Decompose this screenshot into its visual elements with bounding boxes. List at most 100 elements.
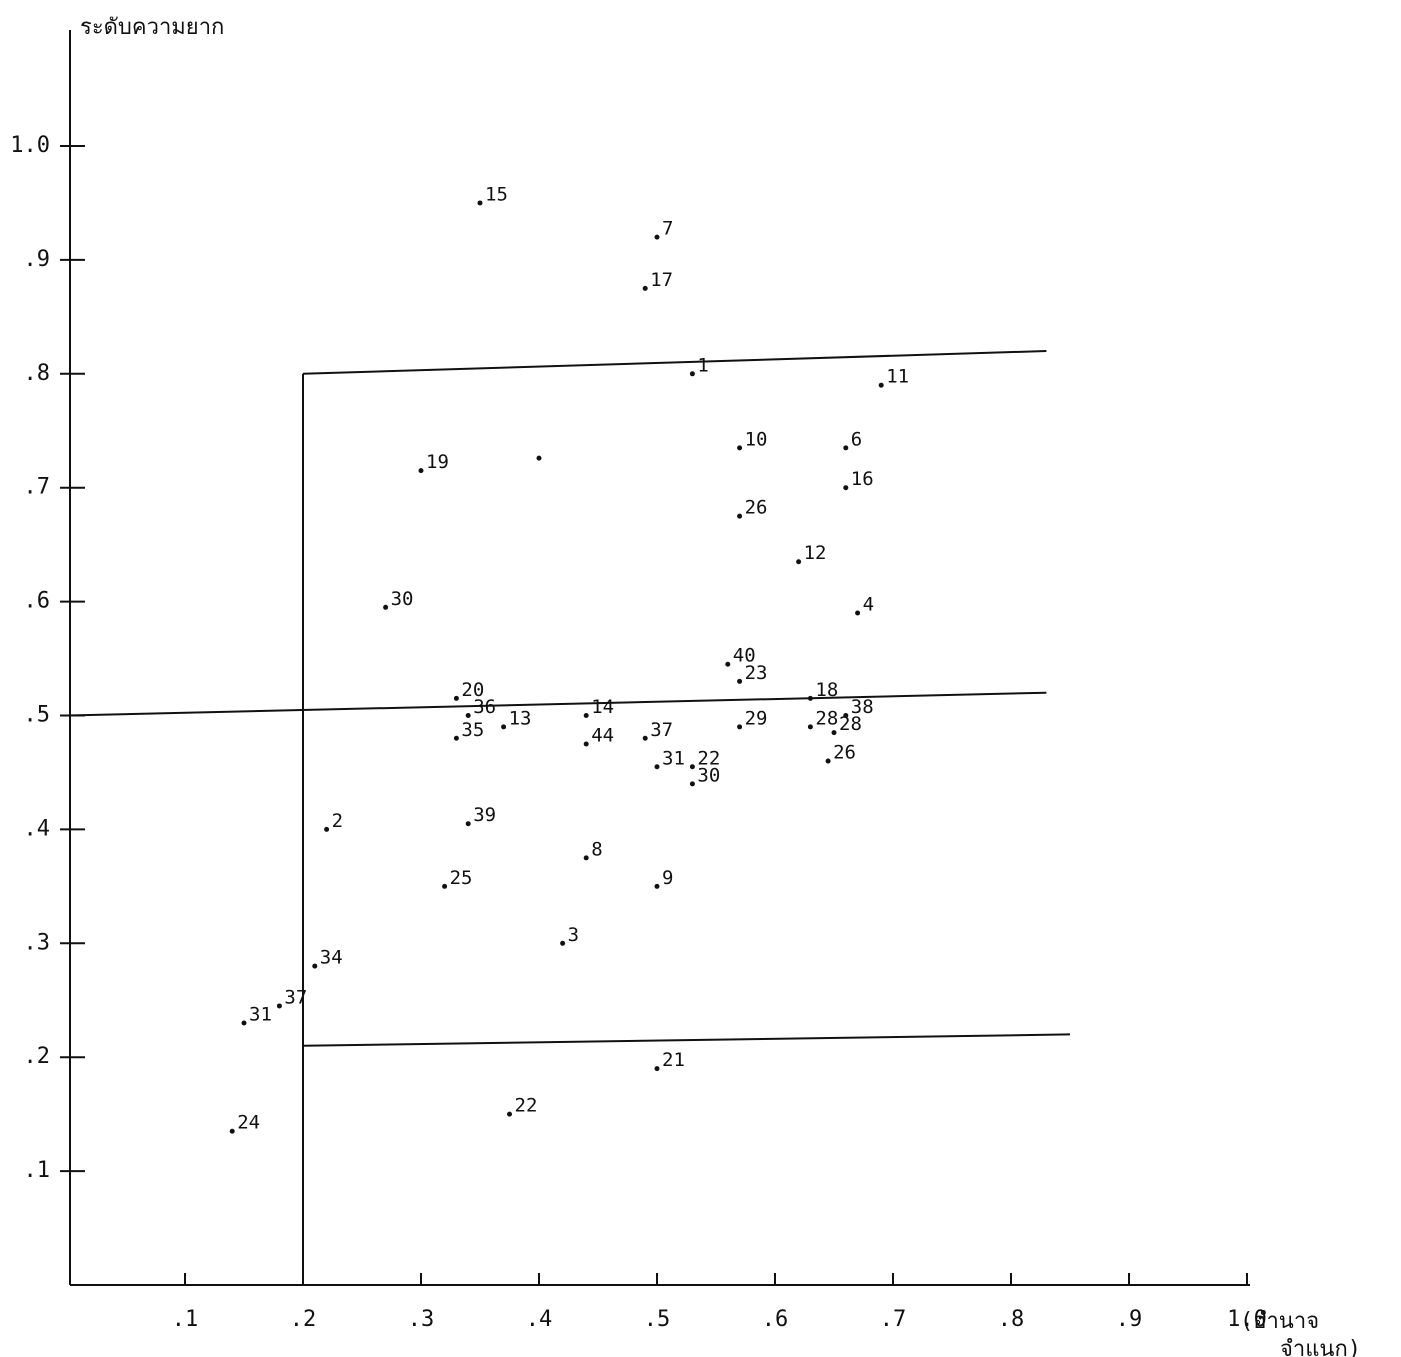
x-tick-label: .5 [644, 1307, 671, 1332]
y-tick-label: .1 [24, 1158, 51, 1183]
point-label: 44 [591, 724, 614, 746]
x-tick-label: .9 [1116, 1307, 1143, 1332]
point [229, 1128, 235, 1134]
point-label: 29 [745, 707, 768, 729]
point-label: 22 [697, 747, 720, 769]
point [807, 724, 813, 730]
point-label: 10 [745, 428, 768, 450]
point-label: 28 [839, 713, 862, 735]
point-label: 30 [391, 588, 414, 610]
point [843, 445, 849, 451]
y-tick-label: .2 [24, 1044, 51, 1069]
point-label: 15 [485, 183, 508, 205]
x-tick-label: .4 [526, 1307, 553, 1332]
point-label: 17 [650, 269, 673, 291]
point-label: 24 [237, 1112, 260, 1134]
point-label: 9 [662, 867, 673, 889]
point-label: 13 [509, 707, 532, 729]
point [276, 1003, 282, 1009]
point-label: 40 [733, 645, 756, 667]
point-label: 4 [863, 593, 874, 615]
point [654, 764, 660, 770]
point [453, 695, 459, 701]
point [241, 1020, 247, 1026]
point [654, 234, 660, 240]
point-label: 39 [473, 804, 496, 826]
x-tick-label: .8 [998, 1307, 1025, 1332]
point [825, 758, 831, 764]
point-label: 23 [745, 662, 768, 684]
point-label: 31 [249, 1004, 272, 1026]
point-label: 35 [461, 719, 484, 741]
point [583, 713, 589, 718]
point [312, 963, 318, 969]
point [689, 764, 695, 770]
x-tick-label: .3 [408, 1307, 435, 1332]
point-label: 38 [851, 696, 874, 718]
point [583, 855, 589, 861]
point [737, 513, 743, 519]
point [465, 821, 471, 827]
point [843, 485, 849, 491]
point [654, 1066, 660, 1072]
x-axis-label: จำแนก) [1280, 1337, 1361, 1357]
point-label: 25 [450, 867, 473, 889]
point [654, 883, 660, 889]
point-label: 26 [833, 742, 856, 764]
point [737, 724, 743, 730]
x-tick-label: .1 [172, 1307, 199, 1332]
point-label: 37 [284, 986, 307, 1008]
x-tick-label: .6 [762, 1307, 789, 1332]
point [642, 285, 648, 291]
y-tick-label: .7 [24, 475, 51, 500]
x-tick-label: .7 [880, 1307, 907, 1332]
point [324, 826, 330, 832]
point-label: 36 [473, 696, 496, 718]
point [583, 741, 589, 747]
point [383, 604, 389, 610]
point-label: 16 [851, 468, 874, 490]
point [807, 695, 813, 701]
point-label: 14 [591, 696, 614, 718]
x-tick-label: .2 [290, 1307, 317, 1332]
point [560, 940, 566, 946]
point-label: 22 [515, 1095, 538, 1117]
point-label: 26 [745, 497, 768, 519]
point [418, 468, 424, 474]
point-label: 19 [426, 451, 449, 473]
point-label: 31 [662, 747, 685, 769]
point-label: 6 [851, 428, 862, 450]
y-tick-label: .8 [24, 361, 51, 386]
point-label: 2 [332, 810, 343, 832]
point-label: 37 [650, 719, 673, 741]
reference-line [302, 1033, 1071, 1047]
point [737, 678, 743, 684]
point-label: 20 [461, 679, 484, 701]
reference-line [66, 691, 1047, 717]
point-label: 18 [815, 679, 838, 701]
point [465, 713, 471, 718]
point-label: 11 [886, 366, 909, 388]
point-label: 8 [591, 838, 602, 860]
point [725, 661, 731, 667]
point [737, 445, 743, 451]
point [689, 371, 695, 377]
point [855, 610, 861, 616]
point [843, 713, 849, 718]
point [689, 781, 695, 787]
point [642, 735, 648, 741]
point [878, 382, 884, 388]
point [831, 730, 837, 736]
point-label: 7 [662, 218, 673, 240]
point-label: 34 [320, 947, 343, 969]
reference-line [302, 350, 1047, 375]
y-tick-label: .9 [24, 247, 51, 272]
point [477, 200, 483, 206]
x-tick-label: 1.0 [1227, 1307, 1267, 1332]
y-axis-label: ระดับความยาก [80, 15, 224, 40]
y-tick-label: .5 [24, 703, 51, 728]
point-label: 3 [568, 924, 579, 946]
point [442, 883, 448, 889]
point-label: 30 [697, 764, 720, 786]
